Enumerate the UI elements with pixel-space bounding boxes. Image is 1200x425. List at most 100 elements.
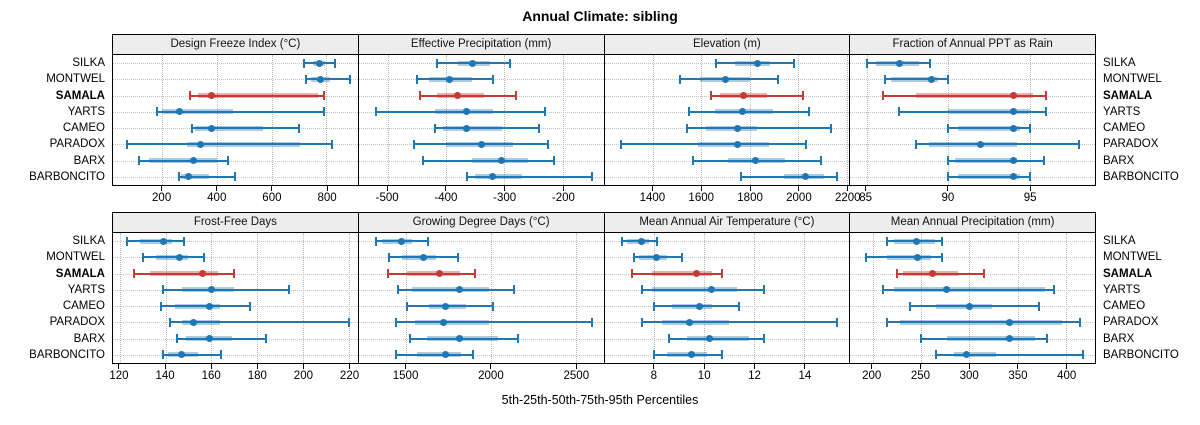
- median-dot: [489, 173, 497, 181]
- range-line: [689, 110, 810, 113]
- range-line: [884, 78, 949, 81]
- whisker-cap: [418, 91, 421, 101]
- whisker-cap: [1078, 317, 1081, 327]
- gridline-vertical: [754, 233, 756, 363]
- whisker-cap: [808, 107, 811, 117]
- x-axis: 1400 1600 1800 2000 2200: [604, 186, 861, 211]
- whisker-cap: [177, 172, 180, 182]
- whisker-cap: [233, 172, 236, 182]
- range-line: [419, 94, 517, 97]
- whisker-cap: [1037, 301, 1040, 311]
- median-dot: [419, 253, 427, 261]
- whisker-cap: [919, 334, 922, 344]
- median-dot: [456, 286, 464, 294]
- gridline-horizontal: [604, 176, 850, 178]
- gridline-vertical: [798, 55, 800, 185]
- median-dot: [752, 157, 760, 165]
- range-line: [177, 337, 267, 340]
- panel-group-row-1: Design Freeze Index (°C) 200 400 600 800 Effe…: [112, 34, 1096, 211]
- whisker-cap: [409, 334, 412, 344]
- gridline-vertical: [326, 55, 328, 185]
- x-tick-label: 200: [293, 370, 313, 382]
- gridline-horizontal: [358, 273, 604, 275]
- whisker-cap: [763, 285, 766, 295]
- site-labels-left: SILKA MONTWEL SAMALA YARTS CAMEO PARADOX BARX B…: [0, 34, 112, 185]
- median-dot: [653, 253, 661, 261]
- whisker-cap: [160, 301, 163, 311]
- whisker-cap: [333, 58, 336, 68]
- whisker-cap: [653, 301, 656, 311]
- whisker-cap: [473, 269, 476, 279]
- x-tick-label: 220: [339, 370, 360, 382]
- gridline-horizontal: [113, 354, 358, 356]
- x-axis: 200 250 300 350 400: [849, 364, 1096, 389]
- site-label-paradox: PARADOX: [49, 138, 105, 151]
- whisker-cap: [436, 58, 439, 68]
- gridline-vertical: [948, 55, 950, 185]
- site-label-barx: BARX: [73, 332, 105, 345]
- gridline-vertical: [562, 55, 564, 185]
- median-dot: [695, 302, 703, 310]
- range-line: [466, 175, 592, 178]
- gridline-vertical: [387, 55, 389, 185]
- whisker-cap: [1045, 107, 1048, 117]
- x-tick: [562, 186, 564, 191]
- median-dot: [189, 318, 197, 326]
- median-dot: [753, 59, 761, 67]
- whisker-cap: [427, 236, 430, 246]
- whisker-cap: [347, 317, 350, 327]
- range-line: [133, 272, 235, 275]
- panel-title: Design Freeze Index (°C): [112, 34, 359, 55]
- range-line: [948, 175, 1030, 178]
- whisker-cap: [720, 350, 723, 360]
- chart-title: Annual Climate: sibling: [522, 8, 678, 24]
- whisker-cap: [162, 285, 165, 295]
- gridline-vertical: [749, 55, 751, 185]
- x-tick: [445, 186, 447, 191]
- site-label-barboncito: BARBONCITO: [1103, 348, 1179, 361]
- range-line: [305, 78, 351, 81]
- median-dot: [463, 124, 471, 132]
- whisker-cap: [547, 139, 550, 149]
- median-dot: [498, 157, 506, 165]
- whisker-cap: [265, 334, 268, 344]
- whisker-cap: [515, 91, 518, 101]
- median-dot: [1006, 318, 1014, 326]
- x-tick-label: 140: [155, 370, 175, 382]
- median-dot: [175, 253, 183, 261]
- panel-title: Mean Annual Precipitation (mm): [849, 212, 1096, 233]
- x-tick: [349, 364, 351, 369]
- panel-row-2: SILKA MONTWEL SAMALA YARTS CAMEO PARADOX BARX B…: [0, 212, 1200, 389]
- x-tick-label: 12: [748, 370, 761, 382]
- whisker-cap: [982, 269, 985, 279]
- whisker-cap: [830, 123, 833, 133]
- plot-area: [603, 55, 851, 186]
- range-line: [936, 353, 1084, 356]
- gridline-horizontal: [850, 241, 1095, 243]
- range-line: [163, 353, 221, 356]
- x-tick: [405, 364, 407, 369]
- whisker-cap: [552, 156, 555, 166]
- median-dot: [638, 237, 646, 245]
- gridline-horizontal: [604, 257, 850, 259]
- median-dot: [456, 335, 464, 343]
- range-line: [641, 321, 837, 324]
- whisker-cap: [203, 252, 206, 262]
- site-label-cameo: CAMEO: [62, 122, 105, 134]
- whisker-cap: [620, 236, 623, 246]
- x-tick: [386, 186, 388, 191]
- x-tick-label: 95: [1023, 192, 1037, 204]
- whisker-cap: [297, 123, 300, 133]
- range-line: [138, 159, 228, 162]
- median-dot: [895, 59, 903, 67]
- median-dot: [739, 108, 747, 116]
- gridline-vertical: [504, 55, 506, 185]
- range-line: [641, 288, 765, 291]
- x-tick-label: 14: [798, 370, 812, 382]
- whisker-cap: [491, 301, 494, 311]
- x-tick: [749, 186, 751, 191]
- whisker-cap: [738, 301, 741, 311]
- whisker-cap: [947, 172, 950, 182]
- site-labels-left: SILKA MONTWEL SAMALA YARTS CAMEO PARADOX BARX B…: [0, 212, 112, 363]
